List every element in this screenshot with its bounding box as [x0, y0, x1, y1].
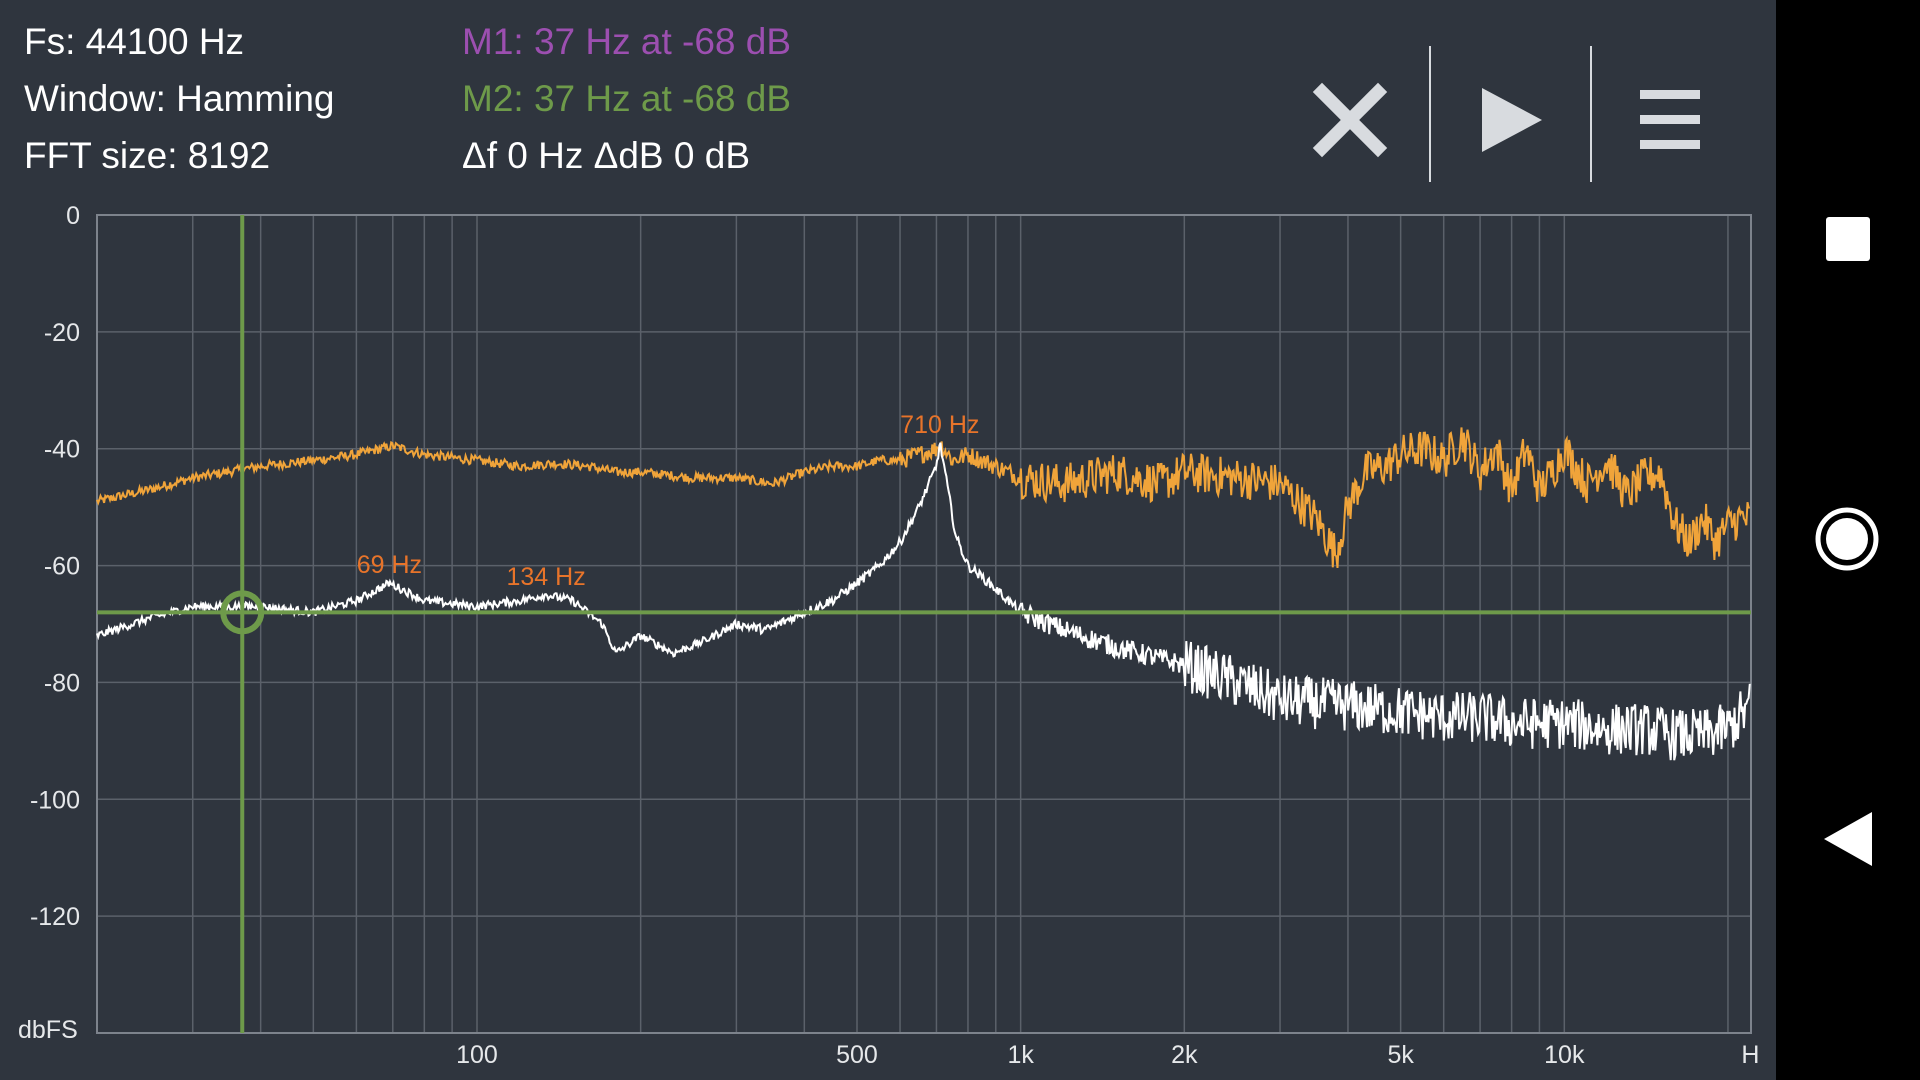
peak-annotations: 69 Hz 134 Hz 710 Hz — [357, 411, 980, 591]
y-tick-label: -60 — [44, 553, 80, 581]
play-button[interactable] — [1470, 80, 1550, 160]
toolbar-separator — [1590, 46, 1592, 182]
x-tick-label: H — [1741, 1041, 1759, 1069]
y-tick-label: -40 — [44, 436, 80, 464]
back-button-icon-wrap[interactable] — [1822, 810, 1874, 868]
android-navigation-bar — [1776, 0, 1920, 1080]
y-tick-label: -120 — [30, 903, 80, 931]
series-2-line — [96, 442, 1751, 761]
peak-label: 134 Hz — [506, 563, 585, 591]
play-icon — [1482, 88, 1542, 152]
close-button[interactable] — [1310, 80, 1390, 160]
x-tick-label: 5k — [1387, 1041, 1414, 1069]
marker-handle[interactable] — [220, 590, 265, 635]
marker-1-text: M1: 37 Hz at -68 dB — [462, 21, 792, 62]
plot-frame — [96, 214, 1752, 1034]
y-tick-label: 0 — [66, 202, 80, 230]
spectrum-analyzer-app: 0 -20 -40 -60 -80 -100 -120 100 500 1k 2k 5k 10k H d… — [0, 0, 1776, 1080]
grid-vertical — [191, 215, 1729, 1033]
recents-button[interactable] — [1825, 216, 1871, 262]
menu-icon — [1640, 90, 1700, 149]
y-tick-label: -100 — [30, 786, 80, 814]
square-icon — [1826, 217, 1870, 261]
x-tick-label: 2k — [1171, 1041, 1198, 1069]
peak-label: 69 Hz — [357, 551, 422, 579]
triangle-back-icon — [1824, 812, 1872, 866]
y-tick-label: -80 — [44, 669, 80, 697]
delta-text: Δf 0 Hz ΔdB 0 dB — [462, 135, 750, 176]
window-type-text: Window: Hamming — [24, 78, 335, 119]
x-tick-label: 500 — [836, 1041, 878, 1069]
toolbar-separator — [1429, 46, 1431, 182]
x-tick-label: 100 — [456, 1041, 498, 1069]
x-tick-label: 1k — [1007, 1041, 1034, 1069]
y-axis-tick-labels: 0 -20 -40 -60 -80 -100 -120 — [30, 202, 80, 931]
series-1-line — [96, 427, 1751, 569]
y-tick-label: -20 — [44, 319, 80, 347]
peak-label: 710 Hz — [900, 411, 979, 439]
y-axis-label: dbFS — [18, 1016, 78, 1044]
circle-icon — [1815, 507, 1879, 571]
marker-2-text: M2: 37 Hz at -68 dB — [462, 78, 792, 119]
sample-rate-text: Fs: 44100 Hz — [24, 21, 245, 62]
fft-size-text: FFT size: 8192 — [24, 135, 271, 176]
close-icon — [1312, 82, 1388, 158]
x-axis-tick-labels: 100 500 1k 2k 5k 10k H — [456, 1041, 1759, 1069]
home-button[interactable] — [1814, 506, 1880, 572]
spectrum-plot[interactable]: 0 -20 -40 -60 -80 -100 -120 100 500 1k 2k 5k 10k H d… — [0, 0, 1776, 1080]
menu-button[interactable] — [1630, 80, 1710, 160]
x-tick-label: 10k — [1544, 1041, 1585, 1069]
